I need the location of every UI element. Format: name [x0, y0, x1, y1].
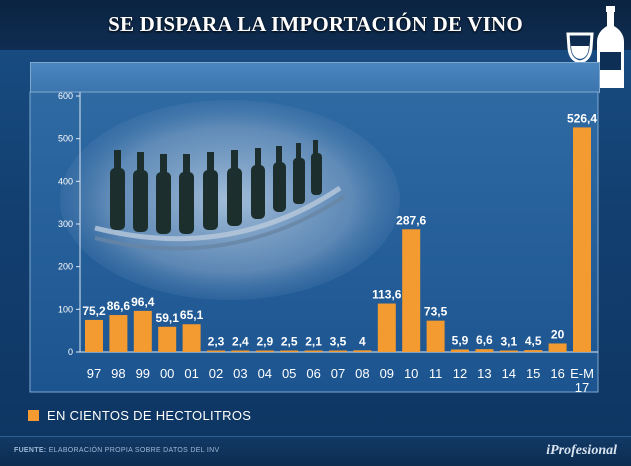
bar	[475, 349, 494, 352]
bar	[109, 315, 128, 352]
value-label: 2,3	[208, 335, 225, 349]
bottles-photo	[60, 100, 400, 300]
y-tick-label: 100	[58, 304, 73, 314]
value-label: 75,2	[82, 304, 106, 318]
bar	[133, 310, 152, 352]
bar	[353, 350, 372, 352]
value-label: 2,4	[232, 335, 249, 349]
legend-swatch	[28, 409, 39, 421]
bar	[377, 303, 396, 352]
x-tick-label: 13	[477, 366, 491, 381]
value-label: 86,6	[107, 299, 131, 313]
value-label: 96,4	[131, 295, 155, 309]
y-tick-label: 0	[68, 347, 73, 357]
bar	[85, 319, 103, 352]
y-tick-label: 300	[58, 219, 73, 229]
bar	[402, 229, 421, 352]
value-label: 2,9	[256, 335, 273, 349]
x-tick-label: 01	[184, 366, 198, 381]
x-tick-label: 08	[355, 366, 369, 381]
value-label: 2,1	[305, 335, 322, 349]
value-label: 113,6	[372, 288, 402, 302]
x-tick-label: 03	[233, 366, 247, 381]
x-tick-label: 11	[429, 366, 443, 381]
y-tick-label: 600	[58, 91, 73, 101]
x-tick-label: E-M 17	[570, 366, 594, 395]
bar	[182, 324, 201, 352]
value-label: 2,5	[281, 335, 298, 349]
source-label: FUENTE:	[14, 447, 47, 454]
bar	[329, 350, 347, 352]
legend: EN CIENTOS DE HECTOLITROS	[28, 405, 251, 425]
footer: FUENTE: ELABORACIÓN PROPIA SOBRE DATOS D…	[0, 436, 631, 466]
bar	[548, 343, 567, 352]
x-tick-label: 04	[258, 366, 272, 381]
wine-glass-bottle-icon	[560, 4, 628, 95]
legend-label: EN CIENTOS DE HECTOLITROS	[47, 407, 252, 423]
value-label: 3,1	[500, 335, 517, 349]
value-label: 3,5	[330, 335, 347, 349]
value-label: 65,1	[180, 308, 204, 322]
x-tick-label: 14	[502, 366, 516, 381]
value-label: 20	[551, 327, 565, 341]
x-tick-label: 10	[404, 366, 418, 381]
bar	[280, 350, 299, 352]
value-label: 4,5	[525, 334, 542, 348]
brand-logo: iProfesional	[546, 443, 617, 458]
source-note: FUENTE: ELABORACIÓN PROPIA SOBRE DATOS D…	[14, 447, 219, 454]
x-tick-label: 15	[526, 366, 540, 381]
x-tick-label: 09	[380, 366, 394, 381]
chart-title: SE DISPARA LA IMPORTACIÓN DE VINO	[108, 12, 523, 36]
bar	[231, 350, 250, 352]
bar	[207, 350, 225, 352]
y-tick-label: 500	[58, 134, 73, 144]
bar	[524, 350, 543, 352]
chart-header-strip	[30, 62, 600, 93]
x-tick-label: 05	[282, 366, 296, 381]
value-label: 526,4	[567, 111, 597, 125]
bar	[304, 350, 323, 352]
value-label: 5,9	[452, 333, 469, 347]
title-bar: SE DISPARA LA IMPORTACIÓN DE VINO	[0, 0, 631, 50]
x-tick-label: 02	[209, 366, 223, 381]
x-tick-label: 16	[550, 366, 564, 381]
bar	[158, 326, 177, 352]
value-label: 59,1	[156, 311, 180, 325]
value-label: 6,6	[476, 333, 493, 347]
value-label: 73,5	[424, 305, 448, 319]
x-tick-label: 97	[87, 366, 101, 381]
source-text: ELABORACIÓN PROPIA SOBRE DATOS DEL INV	[48, 447, 220, 454]
x-tick-label: 07	[331, 366, 345, 381]
value-label: 4	[359, 334, 366, 348]
bar	[451, 349, 469, 352]
x-tick-label: 99	[136, 366, 150, 381]
x-tick-label: 06	[306, 366, 320, 381]
bar	[573, 127, 591, 352]
bar	[255, 350, 274, 352]
y-tick-label: 400	[58, 176, 73, 186]
x-tick-label: 00	[160, 366, 174, 381]
y-tick-label: 200	[58, 262, 73, 272]
value-label: 287,6	[396, 213, 426, 227]
bar	[499, 350, 518, 352]
bar	[426, 320, 445, 352]
x-tick-label: 98	[111, 366, 125, 381]
x-tick-label: 12	[453, 366, 467, 381]
